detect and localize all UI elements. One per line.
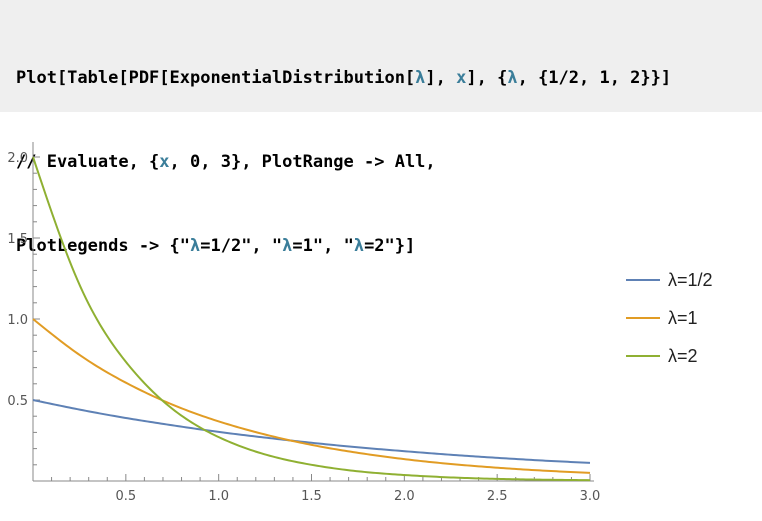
y-tick-label: 0.5 xyxy=(7,394,28,409)
series-line-2 xyxy=(32,318,591,474)
x-tick-label: 0.5 xyxy=(115,489,136,504)
x-tick-label: 1.5 xyxy=(301,489,322,504)
code-token: =1/2", " xyxy=(200,236,283,256)
code-variable-token: λ xyxy=(415,68,426,88)
x-tick-label: 1.0 xyxy=(208,489,229,504)
code-token: // Evaluate, { xyxy=(16,152,160,172)
y-tick-label: 2.0 xyxy=(7,151,28,166)
code-token: , {1/2, 1, 2}}] xyxy=(517,68,672,88)
x-tick-label: 2.0 xyxy=(394,489,415,504)
legend-label-1: λ=1/2 xyxy=(668,270,713,290)
code-line-1: Plot[Table[PDF[ExponentialDistribution[λ… xyxy=(16,64,762,92)
legend-label-2: λ=1 xyxy=(668,308,698,328)
code-variable-token: λ xyxy=(282,236,293,256)
code-variable-token: λ xyxy=(507,68,518,88)
code-line-2: // Evaluate, {x, 0, 3}, PlotRange -> All… xyxy=(16,148,762,176)
exponential-pdf-plot: 0.5 1.0 1.5 2.0 2.5 3.00.51.01.52.0λ=1/2λ=1λ=… xyxy=(7,142,713,504)
series-line-1 xyxy=(32,399,591,464)
x-tick-label: 2.5 xyxy=(487,489,508,504)
series-line-3 xyxy=(32,156,591,482)
code-token: =1", " xyxy=(292,236,354,256)
code-token: Plot[Table[PDF[ExponentialDistribution[ xyxy=(16,68,416,88)
x-tick-label: 3.0 xyxy=(580,489,601,504)
input-cell[interactable]: Plot[Table[PDF[ExponentialDistribution[λ… xyxy=(0,0,762,256)
plot-output: 0.5 1.0 1.5 2.0 2.5 3.0 0.5 1.0 1.5 2.0 λ=1/2 λ=1 λ=… xyxy=(0,112,762,521)
code-token: ], { xyxy=(466,68,508,88)
legend-label-3: λ=2 xyxy=(668,346,698,366)
code-variable-token: x xyxy=(159,152,170,172)
code-variable-token: x xyxy=(456,68,467,88)
code-variable-token: λ xyxy=(190,236,201,256)
y-tick-label: 1.5 xyxy=(7,232,28,247)
code-token: PlotLegends -> {" xyxy=(16,236,190,256)
y-tick-label: 1.0 xyxy=(7,313,28,328)
code-token: =2"}] xyxy=(364,236,416,256)
code-token: ], xyxy=(425,68,457,88)
code-line-3: PlotLegends -> {"λ=1/2", "λ=1", "λ=2"}] xyxy=(16,232,762,260)
code-variable-token: λ xyxy=(353,236,365,256)
code-token: , 0, 3}, PlotRange -> All, xyxy=(169,152,436,172)
